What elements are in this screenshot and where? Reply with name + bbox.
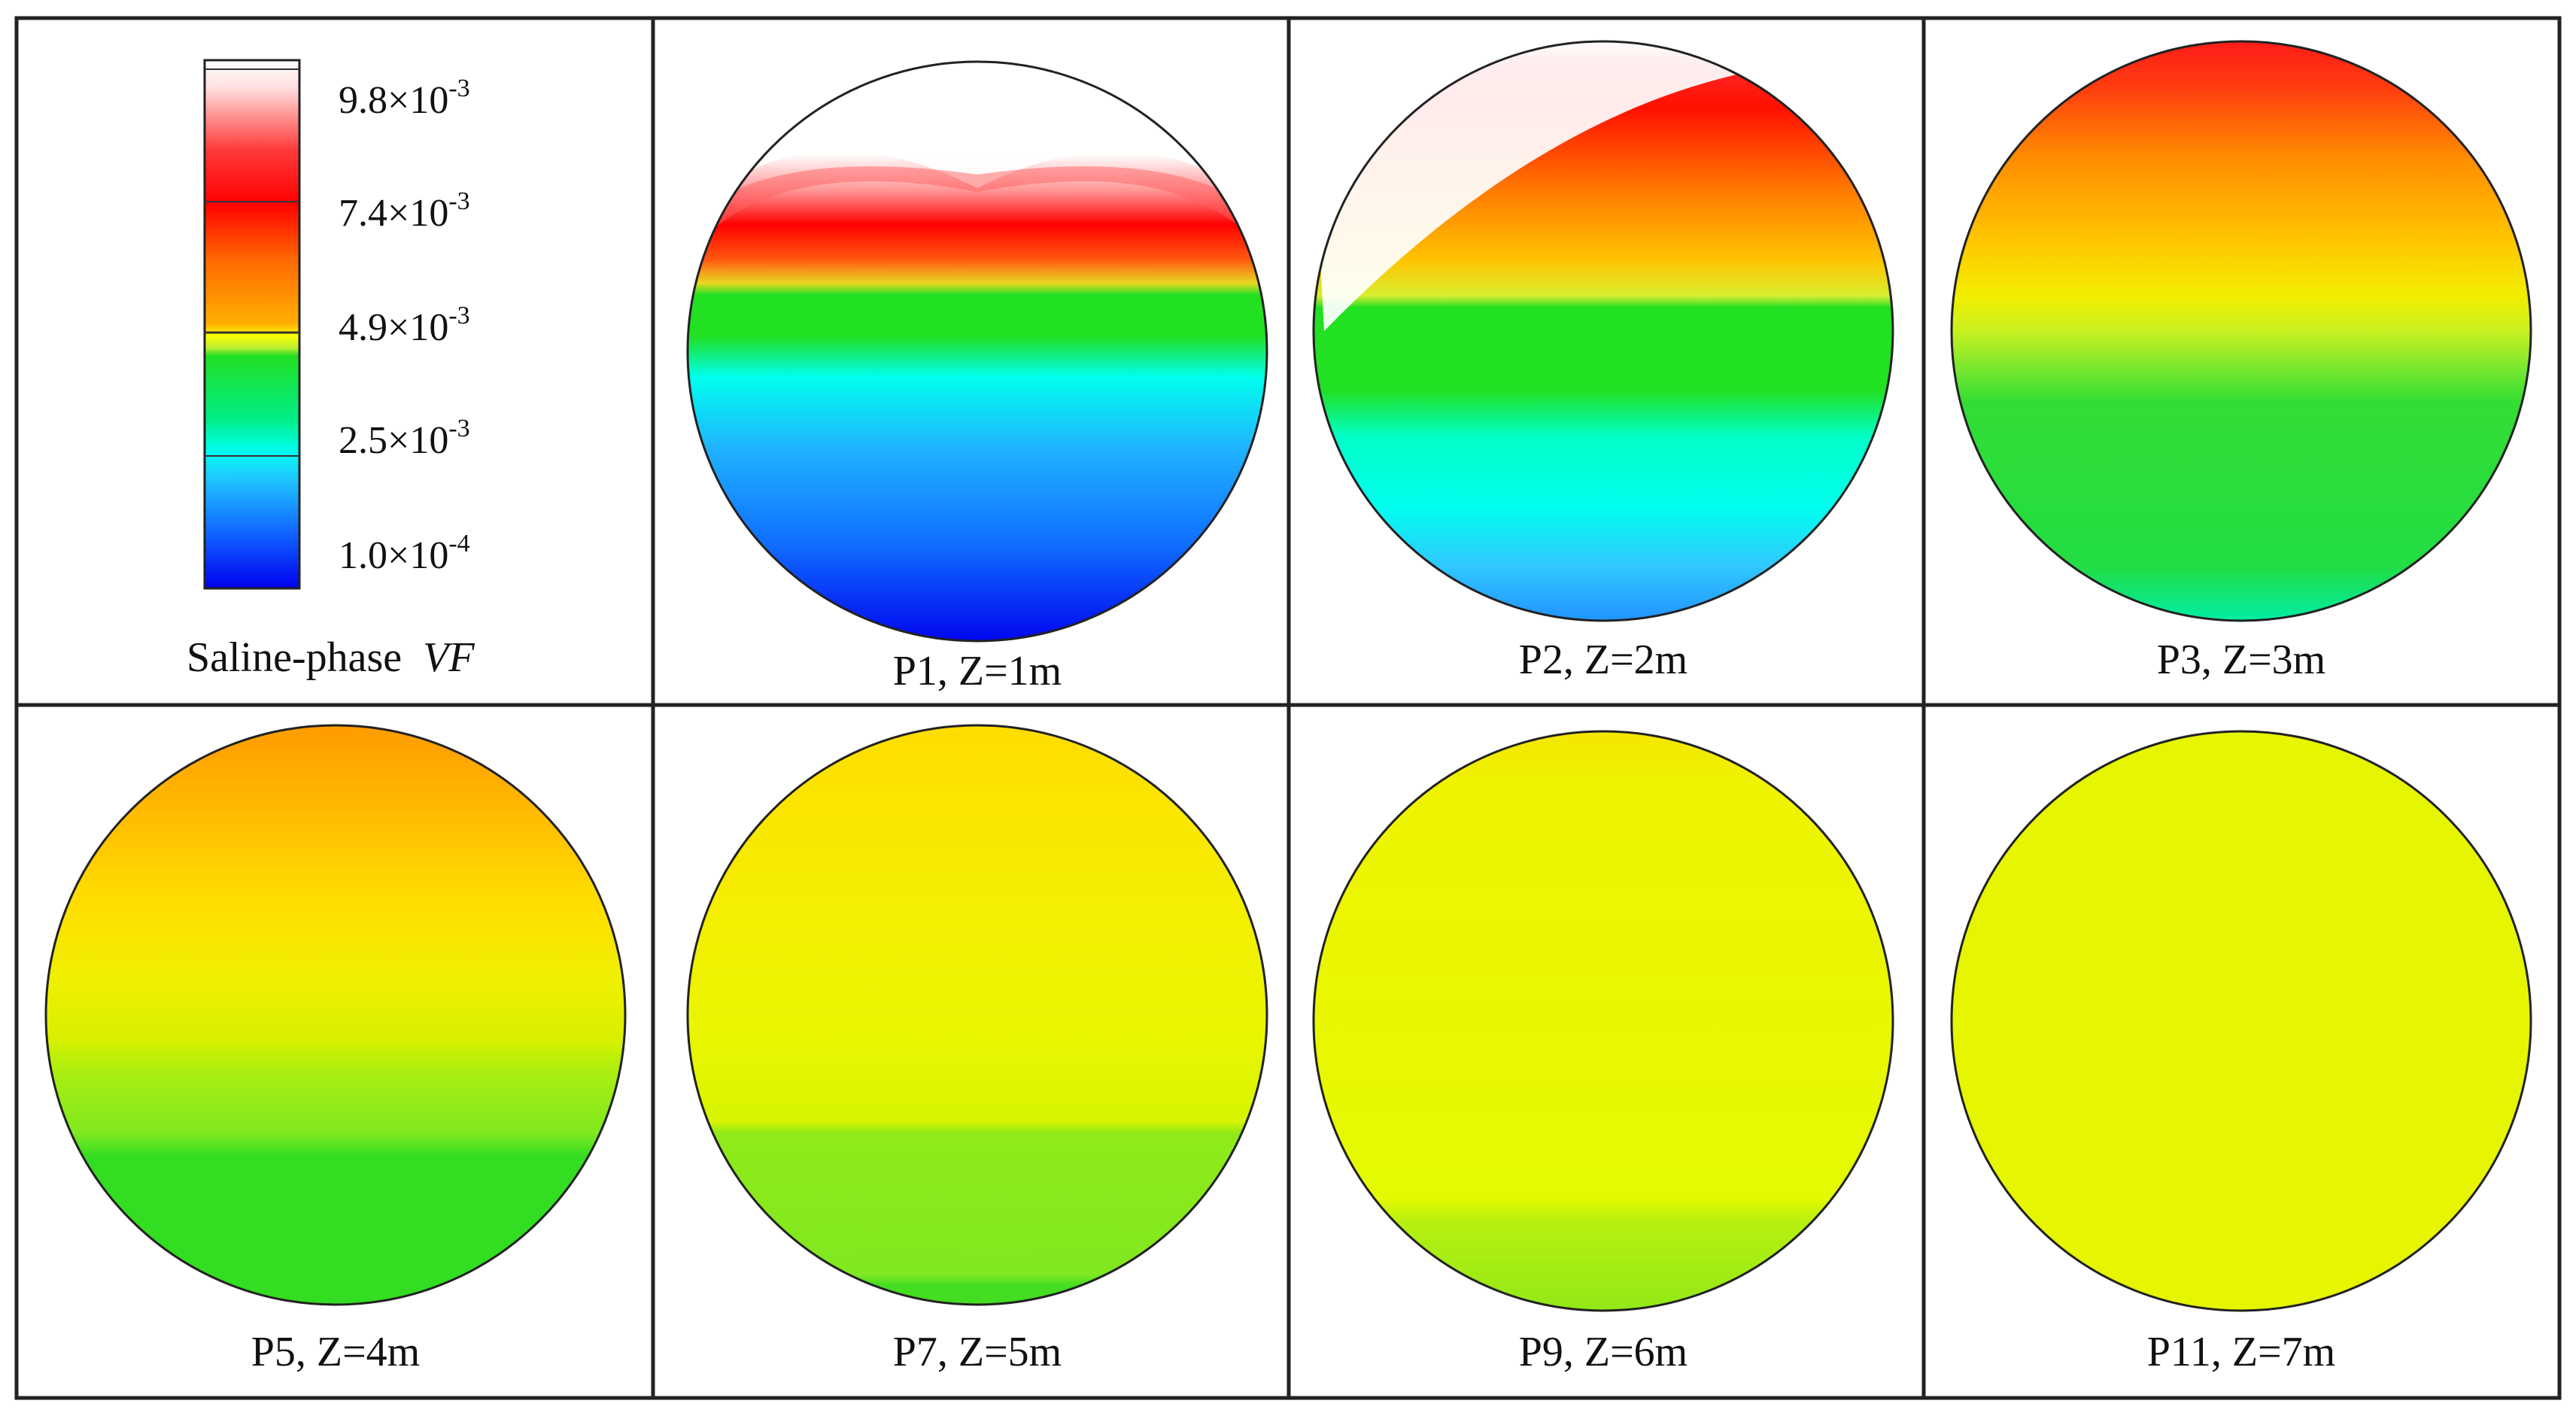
panel-caption: P7, Z=5m — [893, 1329, 1062, 1375]
panel-caption: P11, Z=7m — [2147, 1329, 2335, 1375]
panel-caption: P9, Z=6m — [1519, 1329, 1688, 1375]
contour-p11: P11, Z=7m — [1950, 730, 2532, 1375]
legend-tick-label: 1.0×10-4 — [339, 530, 470, 577]
legend-tick-label: 7.4×10-3 — [339, 187, 470, 235]
legend-tick-label: 4.9×10-3 — [339, 302, 470, 349]
legend-tick-label: 9.8×10-3 — [339, 74, 470, 122]
colorbar — [203, 59, 301, 590]
contour-p1: P1, Z=1m — [686, 60, 1268, 694]
panel-caption: P5, Z=4m — [251, 1329, 421, 1375]
contour-p5: P5, Z=4m — [44, 724, 627, 1375]
panel-caption: P1, Z=1m — [893, 648, 1062, 694]
panel-caption: P3, Z=3m — [2157, 637, 2326, 683]
contour-p7: P7, Z=5m — [686, 724, 1268, 1375]
panel-caption: P2, Z=2m — [1519, 637, 1688, 683]
contour-p9: P9, Z=6m — [1312, 730, 1894, 1375]
panel-grid — [14, 16, 2562, 1400]
contour-p2: P2, Z=2m — [1312, 40, 1894, 683]
legend-title: Saline-phase VF — [187, 634, 475, 681]
legend-tick-label: 2.5×10-3 — [339, 415, 470, 462]
legend: 9.8×10-3 7.4×10-3 4.9×10-3 2.5×10-3 1.0×… — [187, 59, 475, 681]
contour-p3: P3, Z=3m — [1950, 40, 2532, 683]
